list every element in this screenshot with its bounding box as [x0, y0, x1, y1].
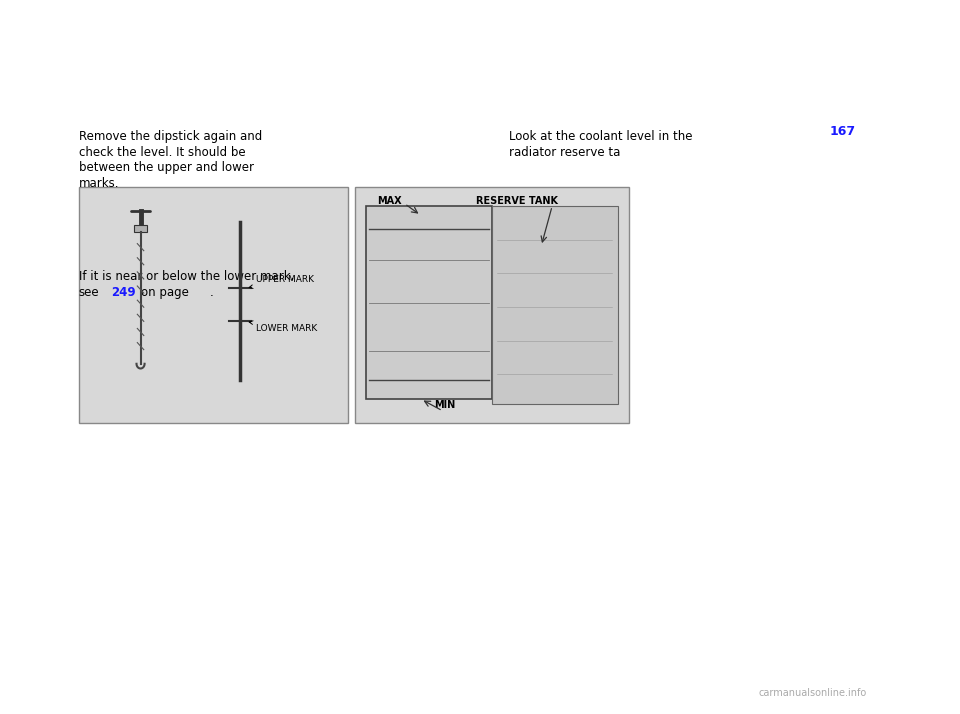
Text: check the level. It should be: check the level. It should be — [79, 146, 246, 159]
Text: MIN: MIN — [435, 400, 456, 410]
Bar — [355, 187, 629, 423]
Text: 176: 176 — [573, 270, 598, 283]
Text: 167: 167 — [829, 125, 855, 138]
Text: Look at the coolant level in the: Look at the coolant level in the — [509, 130, 692, 143]
Text: carmanualsonline.info: carmanualsonline.info — [758, 688, 867, 698]
Text: Remove the dipstick again and: Remove the dipstick again and — [79, 130, 262, 143]
Bar — [492, 206, 618, 404]
Text: UPPER MARK: UPPER MARK — [250, 275, 314, 288]
Text: 249: 249 — [111, 286, 136, 298]
Text: If it is near or below the lower mark,: If it is near or below the lower mark, — [79, 270, 294, 283]
Text: on page: on page — [509, 270, 557, 283]
Text: LOWER MARK: LOWER MARK — [250, 321, 318, 333]
Text: RESERVE TANK: RESERVE TANK — [475, 196, 558, 206]
Text: between the upper and lower: between the upper and lower — [79, 161, 253, 174]
Bar — [366, 206, 492, 399]
Text: see: see — [79, 286, 99, 298]
Text: .: . — [209, 286, 213, 298]
Text: MAX: MAX — [377, 196, 401, 206]
Bar — [79, 187, 348, 423]
Text: on page: on page — [141, 286, 189, 298]
Bar — [133, 225, 147, 232]
Text: .: . — [607, 270, 611, 283]
Text: radiator reserve ta: radiator reserve ta — [509, 146, 620, 159]
Text: marks.: marks. — [79, 177, 119, 190]
